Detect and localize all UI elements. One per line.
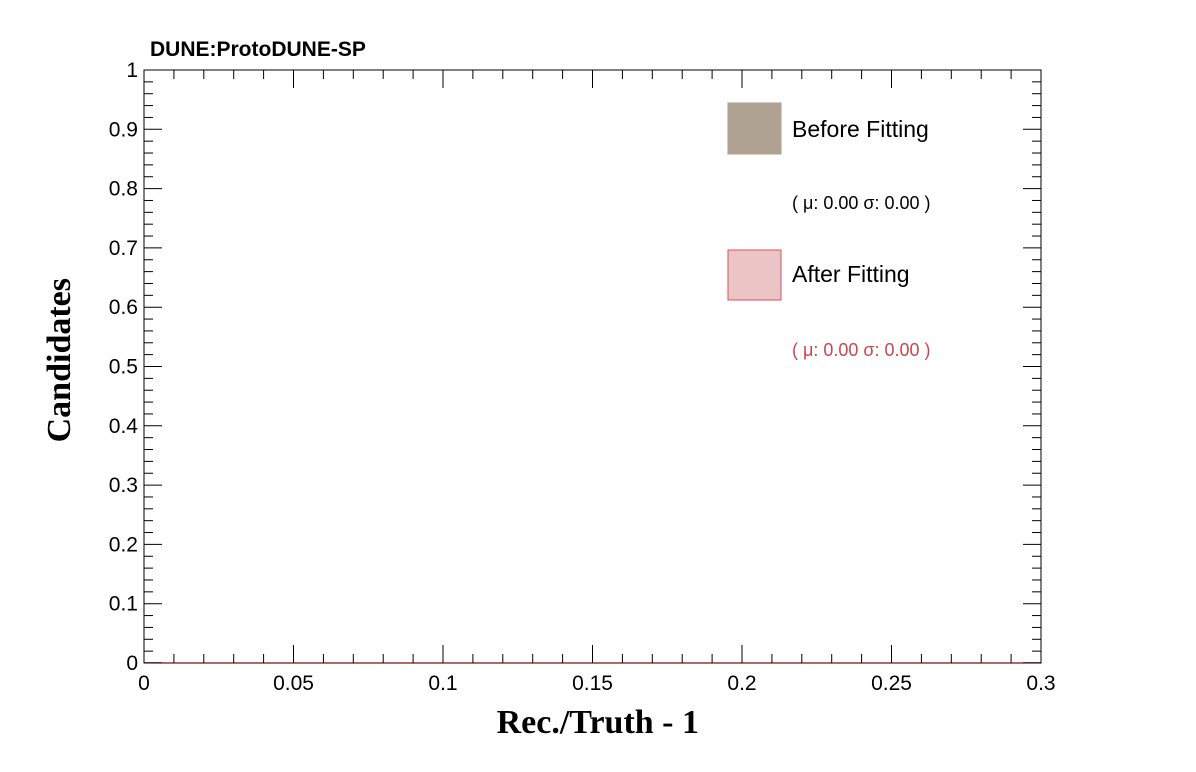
legend-stats-after: ( μ: 0.00 σ: 0.00 )	[792, 340, 931, 360]
x-tick-label: 0.05	[273, 672, 314, 695]
plot-frame	[143, 69, 1042, 664]
y-axis-label: Candidates	[41, 278, 78, 442]
legend-stats-before: ( μ: 0.00 σ: 0.00 )	[792, 193, 931, 213]
y-tick-label: 0.8	[109, 178, 138, 201]
legend-label-after: After Fitting	[792, 261, 910, 287]
y-tick-label: 1	[126, 59, 138, 82]
x-tick-label: 0.2	[727, 672, 756, 695]
y-tick-label: 0.6	[109, 296, 138, 319]
x-tick-label: 0.1	[428, 672, 457, 695]
y-tick-label: 0.9	[109, 118, 138, 141]
x-axis-label: Rec./Truth - 1	[497, 704, 699, 741]
y-tick-label: 0.2	[109, 533, 138, 556]
y-tick-labels: 0 0.1 0.2 0.3 0.4 0.5 0.6 0.7 0.8 0.9 1	[109, 59, 139, 675]
x-tick-label: 0.3	[1026, 672, 1055, 695]
legend-swatch-before	[727, 102, 782, 155]
legend: Before Fitting ( μ: 0.00 σ: 0.00 ) After…	[727, 102, 931, 360]
y-tick-label: 0.1	[109, 593, 138, 616]
y-tick-label: 0.7	[109, 237, 138, 260]
x-tick-label: 0.25	[871, 672, 912, 695]
x-tick-labels: 0 0.05 0.1 0.15 0.2 0.25 0.3	[138, 672, 1055, 695]
legend-label-before: Before Fitting	[792, 116, 929, 142]
y-tick-label: 0.5	[109, 356, 138, 379]
y-tick-label: 0	[126, 652, 138, 675]
legend-swatch-after	[727, 249, 782, 301]
x-tick-label: 0	[138, 672, 150, 695]
y-tick-label: 0.4	[109, 415, 139, 438]
y-tick-label: 0.3	[109, 474, 138, 497]
x-tick-label: 0.15	[572, 672, 613, 695]
experiment-label: DUNE:ProtoDUNE-SP	[150, 38, 366, 61]
axis-ticks	[143, 69, 1042, 664]
